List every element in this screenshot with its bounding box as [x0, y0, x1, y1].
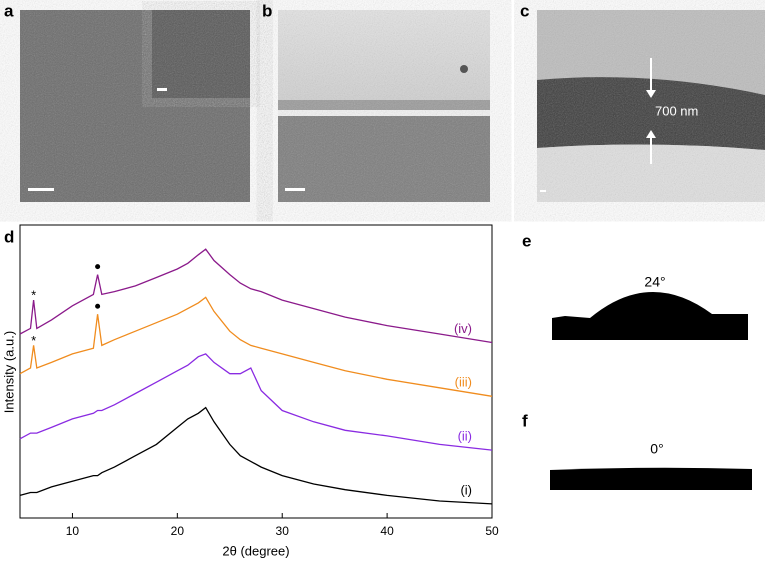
x-tick-label: 20 [171, 524, 185, 538]
scale-bar [28, 188, 54, 191]
peak-marker: * [31, 288, 36, 303]
thickness-label: 700 nm [655, 103, 698, 118]
series-line [19, 248, 493, 344]
contact-angle: 24° [644, 274, 665, 290]
peak-dot [95, 264, 101, 270]
x-tick-label: 10 [66, 524, 80, 538]
panel-label: b [262, 1, 272, 20]
particle [460, 65, 468, 73]
y-axis-label: Intensity (a.u.) [1, 331, 16, 413]
arrowhead [646, 130, 656, 138]
scale-bar [157, 88, 167, 91]
series-label: (ii) [458, 429, 472, 444]
texture [278, 10, 490, 202]
peak-marker: * [31, 333, 36, 348]
droplet [552, 291, 748, 340]
plot-frame [19, 224, 493, 519]
droplet [550, 467, 752, 490]
panel-label: a [4, 1, 14, 20]
panel-label: c [520, 1, 529, 20]
series-line [19, 296, 493, 397]
scale-bar [540, 190, 546, 192]
arrowhead [646, 90, 656, 98]
peak-dot [95, 303, 101, 309]
series-line [19, 353, 493, 451]
series-label: (iii) [455, 375, 472, 390]
x-tick-label: 50 [485, 524, 499, 538]
x-tick-label: 40 [380, 524, 394, 538]
series-label: (i) [460, 482, 472, 497]
texture [152, 10, 250, 98]
x-axis-label: 2θ (degree) [222, 543, 289, 558]
texture [537, 10, 765, 202]
series-label: (iv) [454, 321, 472, 336]
scale-bar [285, 188, 305, 191]
panel-label: f [522, 411, 528, 430]
panel-label: e [522, 231, 531, 250]
contact-angle: 0° [650, 441, 663, 457]
series-line [19, 406, 493, 505]
x-tick-label: 30 [276, 524, 290, 538]
panel-label: d [4, 227, 14, 246]
